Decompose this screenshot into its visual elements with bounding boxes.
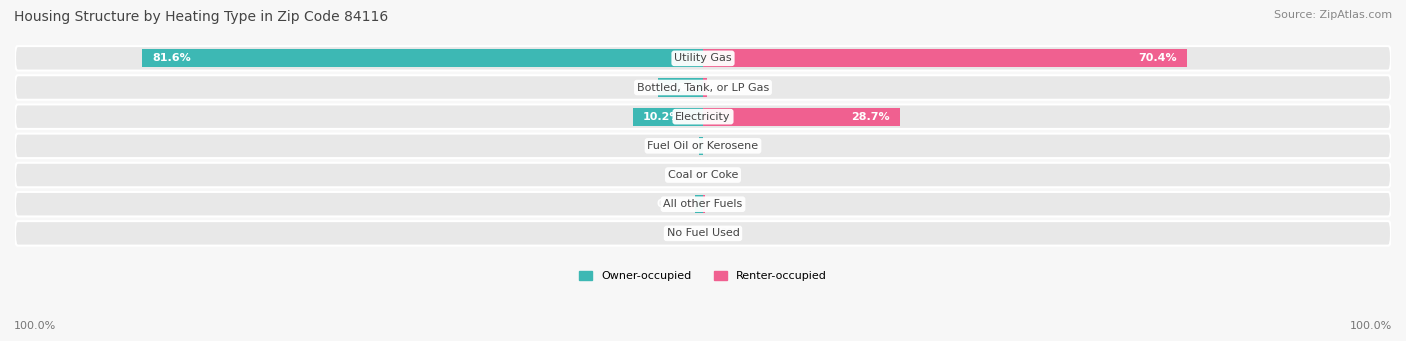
FancyBboxPatch shape xyxy=(15,221,1391,246)
Text: 0.25%: 0.25% xyxy=(657,199,695,209)
Text: Bottled, Tank, or LP Gas: Bottled, Tank, or LP Gas xyxy=(637,83,769,92)
Text: 0.0%: 0.0% xyxy=(668,170,696,180)
FancyBboxPatch shape xyxy=(15,75,1391,100)
Text: 100.0%: 100.0% xyxy=(1350,321,1392,331)
Text: 0.0%: 0.0% xyxy=(710,170,738,180)
Text: Utility Gas: Utility Gas xyxy=(675,53,731,63)
Text: Electricity: Electricity xyxy=(675,112,731,122)
FancyBboxPatch shape xyxy=(15,46,1391,71)
FancyBboxPatch shape xyxy=(15,134,1391,158)
Bar xyxy=(703,49,1187,68)
Text: 81.6%: 81.6% xyxy=(152,53,191,63)
FancyBboxPatch shape xyxy=(15,163,1391,187)
Bar xyxy=(658,78,703,97)
Text: 100.0%: 100.0% xyxy=(14,321,56,331)
Bar xyxy=(703,195,704,213)
Text: 28.7%: 28.7% xyxy=(852,112,890,122)
Text: Fuel Oil or Kerosene: Fuel Oil or Kerosene xyxy=(647,141,759,151)
FancyBboxPatch shape xyxy=(15,104,1391,129)
Bar xyxy=(703,78,707,97)
Text: Coal or Coke: Coal or Coke xyxy=(668,170,738,180)
Legend: Owner-occupied, Renter-occupied: Owner-occupied, Renter-occupied xyxy=(575,267,831,286)
Text: All other Fuels: All other Fuels xyxy=(664,199,742,209)
Text: 1.1%: 1.1% xyxy=(706,199,737,209)
Text: No Fuel Used: No Fuel Used xyxy=(666,228,740,238)
Bar xyxy=(142,49,703,68)
Bar xyxy=(633,108,703,126)
Text: 0.65%: 0.65% xyxy=(658,83,697,92)
Text: 70.4%: 70.4% xyxy=(1139,53,1177,63)
Text: 0.0%: 0.0% xyxy=(668,228,696,238)
Bar xyxy=(696,195,703,213)
Text: Source: ZipAtlas.com: Source: ZipAtlas.com xyxy=(1274,10,1392,20)
Text: Housing Structure by Heating Type in Zip Code 84116: Housing Structure by Heating Type in Zip… xyxy=(14,10,388,24)
Text: 0.52%: 0.52% xyxy=(710,141,748,151)
FancyBboxPatch shape xyxy=(15,192,1391,217)
Bar xyxy=(703,108,900,126)
Bar xyxy=(699,137,703,155)
Text: 0.0%: 0.0% xyxy=(710,228,738,238)
Text: 0.0%: 0.0% xyxy=(710,141,738,151)
Text: 6.6%: 6.6% xyxy=(668,83,699,92)
Text: 10.2%: 10.2% xyxy=(643,112,682,122)
